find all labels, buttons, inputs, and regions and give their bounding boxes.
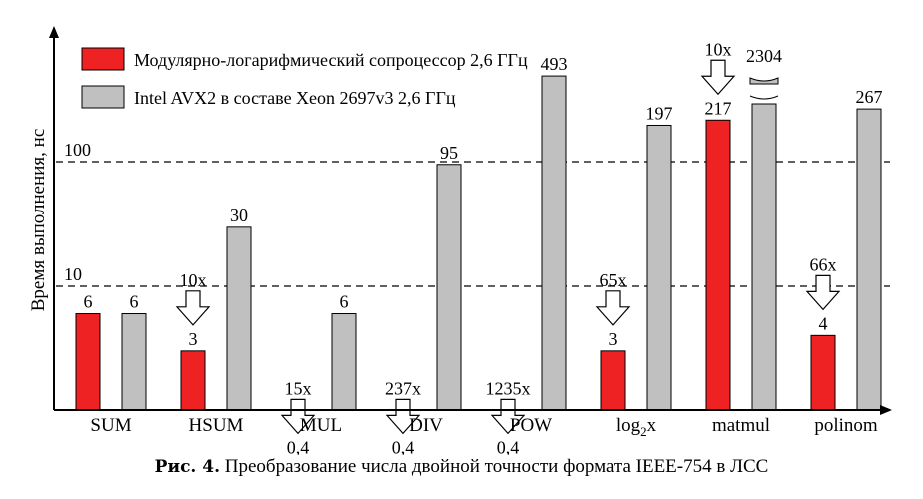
value-label: 0,4 xyxy=(392,437,415,455)
bar-coprocessor-polinom xyxy=(810,334,836,411)
bar-coprocessor-log xyxy=(600,350,626,411)
bar-coprocessor-HSUM xyxy=(180,350,206,411)
reference-line-label: 10 xyxy=(64,264,82,284)
speedup-label: 15x xyxy=(285,378,312,398)
speedup-label: 237x xyxy=(385,378,421,398)
value-label: 197 xyxy=(646,103,673,123)
legend-swatch-coprocessor xyxy=(81,47,125,71)
y-axis-label: Время выполнения, нс xyxy=(28,129,49,312)
x-tick-label: POW xyxy=(510,415,552,436)
legend-swatch-avx2 xyxy=(81,85,125,109)
speedup-arrow xyxy=(700,59,736,96)
speedup-label: 10x xyxy=(180,270,207,290)
speedup-arrows: 10x 15x 237x 1235x 65x 10x 66x xyxy=(175,39,841,435)
x-tick-label: HSUM xyxy=(189,415,244,436)
value-label: 267 xyxy=(856,87,883,107)
value-label: 217 xyxy=(705,98,732,118)
x-tick-label: log2x xyxy=(616,415,657,439)
value-label: 493 xyxy=(541,54,568,74)
reference-lines: 10 100 xyxy=(56,140,890,287)
value-label: 4 xyxy=(819,313,828,333)
speedup-arrow xyxy=(385,398,421,435)
bar-avx2-POW xyxy=(541,75,567,411)
value-label: 3 xyxy=(189,329,198,349)
value-label: 95 xyxy=(440,143,458,163)
speedup-arrow xyxy=(280,398,316,435)
speedup-arrow xyxy=(805,274,841,311)
bar-avx2-DIV xyxy=(436,164,462,411)
value-label: 6 xyxy=(340,292,349,312)
x-tick-labels: SUM HSUM MUL DIV POW log2x matmul polinom xyxy=(90,415,877,439)
speedup-label: 10x xyxy=(705,39,732,59)
value-label: 6 xyxy=(84,292,93,312)
speedup-label: 65x xyxy=(600,270,627,290)
x-tick-label: MUL xyxy=(300,415,342,436)
x-tick-label: polinom xyxy=(814,415,878,436)
value-label: 6 xyxy=(130,292,139,312)
legend-label-coprocessor: Модулярно-логарифмический сопроцессор 2,… xyxy=(134,50,528,70)
axis-break-lower xyxy=(749,95,779,100)
bar-coprocessor-matmul xyxy=(705,119,731,411)
value-label: 30 xyxy=(230,205,248,225)
value-label: 0,4 xyxy=(287,437,310,455)
legend: Модулярно-логарифмический сопроцессор 2,… xyxy=(81,47,528,109)
axes xyxy=(49,26,892,415)
speedup-arrow xyxy=(595,290,631,326)
x-tick-label: SUM xyxy=(90,415,131,436)
speedup-label: 66x xyxy=(810,254,837,274)
caption-prefix: Рис. 4. xyxy=(154,457,220,477)
x-tick-label: matmul xyxy=(712,415,770,436)
speedup-label: 1235x xyxy=(486,378,531,398)
value-label: 3 xyxy=(609,329,618,349)
value-label: 2304 xyxy=(746,46,782,66)
bar-avx2-SUM xyxy=(121,313,147,411)
value-labels: 6 6 3 30 0,4 6 0,4 95 0,4 493 3 197 217 2304 4 267 xyxy=(84,46,883,455)
bar-avx2-log xyxy=(646,124,672,411)
bar-avx2-polinom xyxy=(856,108,882,411)
bar-avx2-MUL xyxy=(331,313,357,411)
bar-avx2-matmul xyxy=(751,103,777,411)
speedup-arrow xyxy=(490,398,526,435)
axis-break-upper xyxy=(749,77,779,85)
legend-label-avx2: Intel AVX2 в составе Xeon 2697v3 2,6 ГГц xyxy=(134,88,456,108)
bars xyxy=(75,75,882,411)
value-label: 0,4 xyxy=(497,437,520,455)
bar-chart: 10 100 6 6 3 30 0,4 6 0,4 95 0,4 493 3 197 217 2304 4 26… xyxy=(28,26,892,455)
bar-coprocessor-SUM xyxy=(75,313,101,411)
figure-caption: Рис. 4. Преобразование числа двойной точ… xyxy=(0,456,923,478)
reference-line-label: 100 xyxy=(64,140,91,160)
speedup-arrow xyxy=(175,290,211,326)
bar-avx2-HSUM xyxy=(226,226,252,411)
caption-text: Преобразование числа двойной точности фо… xyxy=(224,456,769,477)
x-tick-label: DIV xyxy=(409,415,443,436)
